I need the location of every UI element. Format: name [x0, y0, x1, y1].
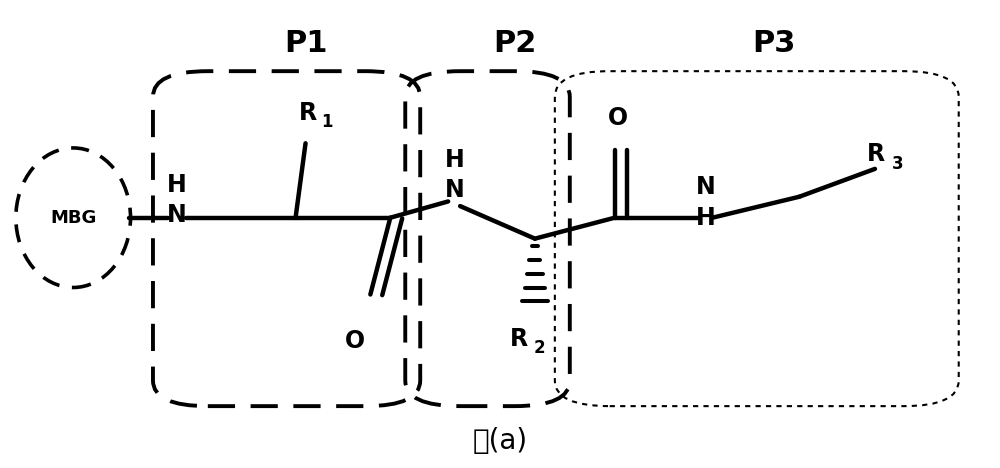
Text: 式(a): 式(a): [472, 427, 528, 455]
Text: 3: 3: [892, 155, 904, 173]
Text: H: H: [696, 206, 715, 230]
Text: O: O: [608, 106, 628, 130]
Text: O: O: [345, 329, 365, 353]
Text: R: R: [299, 101, 317, 125]
Text: R: R: [867, 142, 885, 166]
Text: MBG: MBG: [50, 209, 96, 227]
Text: N: N: [167, 204, 187, 227]
Text: R: R: [510, 327, 528, 351]
Text: H: H: [445, 147, 465, 172]
Text: P2: P2: [493, 29, 537, 58]
Text: P1: P1: [284, 29, 327, 58]
Text: N: N: [445, 178, 465, 202]
Text: N: N: [696, 176, 715, 199]
Text: 1: 1: [321, 113, 333, 132]
Text: 2: 2: [534, 339, 546, 357]
Text: P3: P3: [753, 29, 796, 58]
Text: H: H: [167, 173, 187, 197]
